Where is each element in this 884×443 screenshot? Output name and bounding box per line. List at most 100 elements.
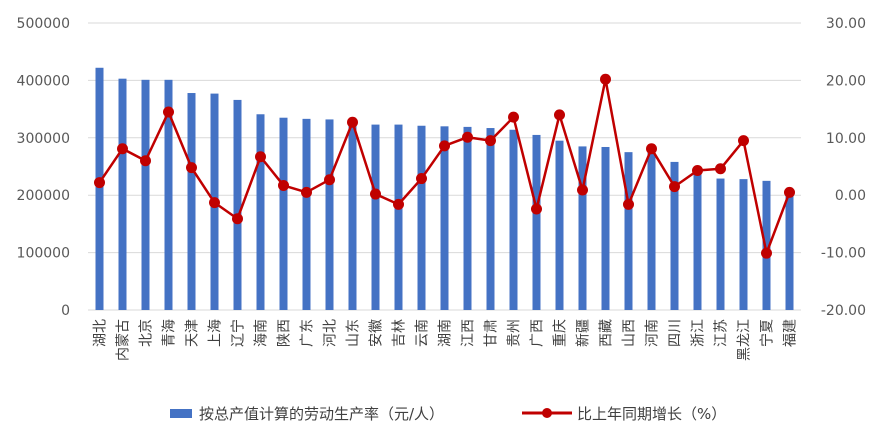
category-label: 新疆 [576,319,592,347]
growth-point [600,73,611,85]
category-label: 浙江 [691,319,707,347]
legend-line-marker [542,408,552,418]
bar [371,124,380,311]
bar [486,128,495,310]
right-tick-label: 0.00 [835,188,866,204]
category-label: 吉林 [392,319,408,347]
category-label: 云南 [415,319,431,347]
category-labels: 湖北 内蒙古 北京 青海 天津 上海 辽宁 海南 陕西 广东 河北 山东 安徽 吉林 云南 湖南 江西 甘肃 贵州广… [93,319,799,361]
category-label: 山东 [346,319,362,347]
category-label: 甘肃 [484,319,500,347]
left-tick-label: 400000 [17,73,70,89]
growth-point [209,197,220,209]
growth-point [163,106,174,118]
bar [348,121,357,311]
bar [394,124,403,311]
category-label: 山西 [622,319,638,347]
growth-point [255,151,266,163]
category-label: 天津 [185,319,201,347]
growth-point [738,135,749,147]
bar [302,118,311,310]
bar [532,134,541,310]
left-tick-label: 200000 [17,188,70,204]
growth-point [761,247,772,259]
category-label: 西藏 [599,319,615,347]
growth-point [140,155,151,167]
growth-point [462,131,473,143]
right-tick-label: 30.00 [826,16,866,32]
bar [187,93,196,310]
bar [693,169,702,310]
bar [670,161,679,310]
bar [141,79,150,311]
left-tick-label: 0 [61,303,70,319]
category-label: 四川 [668,319,684,347]
growth-point [94,177,105,189]
bar [440,126,449,310]
category-label: 青海 [162,319,178,347]
left-axis-ticks: 0 100000 200000 300000 400000 500000 [17,16,70,319]
line-series [94,73,795,259]
growth-point [784,186,795,198]
bar [509,129,518,310]
bar [739,179,748,310]
bar [164,79,173,311]
category-label: 北京 [139,319,155,347]
category-label: 广西 [530,319,546,347]
growth-point [623,198,634,210]
category-label: 海南 [254,319,270,347]
growth-point [347,116,358,128]
category-label: 河北 [323,319,339,347]
bar [325,119,334,310]
growth-point [186,162,197,174]
bar [785,192,794,310]
right-tick-label: 10.00 [826,131,866,147]
growth-point [577,184,588,196]
growth-point [508,111,519,123]
category-label: 内蒙古 [116,319,132,361]
growth-point [370,188,381,200]
legend-line-label: 比上年同期增长（%） [577,405,726,423]
right-tick-label: 20.00 [826,73,866,89]
bar [95,67,104,310]
growth-point [692,165,703,177]
right-axis-ticks: -20.00 -10.00 0.00 10.00 20.00 30.00 [821,16,866,319]
growth-point [393,198,404,210]
growth-point [117,143,128,155]
bar [601,146,610,310]
category-label: 江苏 [714,319,730,347]
growth-point [531,203,542,215]
category-label: 河南 [645,319,661,347]
bar [463,126,472,310]
bar [762,180,771,310]
growth-point [554,109,565,121]
bar [233,99,242,310]
growth-point [646,143,657,155]
growth-point [278,179,289,191]
growth-point [416,173,427,185]
category-label: 湖北 [93,319,109,347]
growth-point [301,186,312,198]
legend-bar-label: 按总产值计算的劳动生产率（元/人） [199,405,444,423]
bar [716,178,725,310]
category-label: 黑龙江 [737,319,753,361]
category-label: 安徽 [369,319,385,347]
bar [417,125,426,310]
left-tick-label: 500000 [17,16,70,32]
category-label: 上海 [208,319,224,347]
growth-point [669,181,680,193]
bar [279,117,288,311]
legend: 按总产值计算的劳动生产率（元/人） 比上年同期增长（%） [170,405,726,423]
category-label: 广东 [300,319,316,347]
growth-point [715,163,726,175]
category-label: 江西 [461,319,477,347]
category-label: 贵州 [507,319,523,347]
bar [256,114,265,311]
left-tick-label: 300000 [17,131,70,147]
category-label: 宁夏 [759,319,776,347]
category-label: 重庆 [553,319,569,347]
growth-point [232,213,243,225]
growth-point [324,174,335,186]
